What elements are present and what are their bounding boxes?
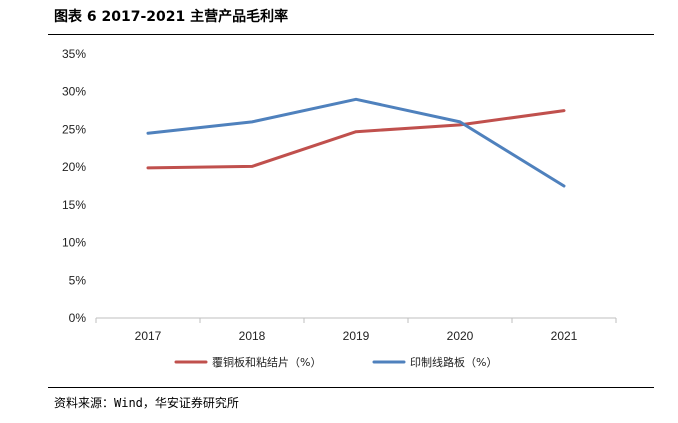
y-tick-label: 10% <box>62 236 86 250</box>
y-tick-label: 0% <box>69 311 87 325</box>
top-rule <box>48 34 654 35</box>
x-axis: 2017 2018 2019 2020 2021 <box>95 317 617 343</box>
series-line-1 <box>146 109 566 170</box>
y-tick-label: 15% <box>62 198 86 212</box>
y-tick-label: 30% <box>62 85 86 99</box>
figure-title: 图表 6 2017-2021 主营产品毛利率 <box>54 9 289 25</box>
y-tick-label: 35% <box>62 47 86 61</box>
x-tick-label: 2019 <box>343 329 370 343</box>
x-tick-label: 2020 <box>447 329 474 343</box>
x-tick-label: 2021 <box>551 329 578 343</box>
series-lines <box>146 97 566 188</box>
legend-label-2: 印制线路板（%） <box>410 355 497 369</box>
x-tick-label: 2017 <box>135 329 162 343</box>
bottom-rule <box>48 387 654 388</box>
y-tick-label: 20% <box>62 160 86 174</box>
legend-label-1: 覆铜板和粘结片（%） <box>212 355 321 369</box>
legend: 覆铜板和粘结片（%） 印制线路板（%） <box>174 355 497 369</box>
y-tick-label: 25% <box>62 122 86 136</box>
source-note: 资料来源：Wind，华安证券研究所 <box>54 396 239 410</box>
y-axis: 0% 5% 10% 15% 20% 25% 30% 35% <box>62 47 86 325</box>
y-tick-label: 5% <box>69 273 87 287</box>
series-line-2 <box>146 97 566 188</box>
x-tick-label: 2018 <box>239 329 266 343</box>
